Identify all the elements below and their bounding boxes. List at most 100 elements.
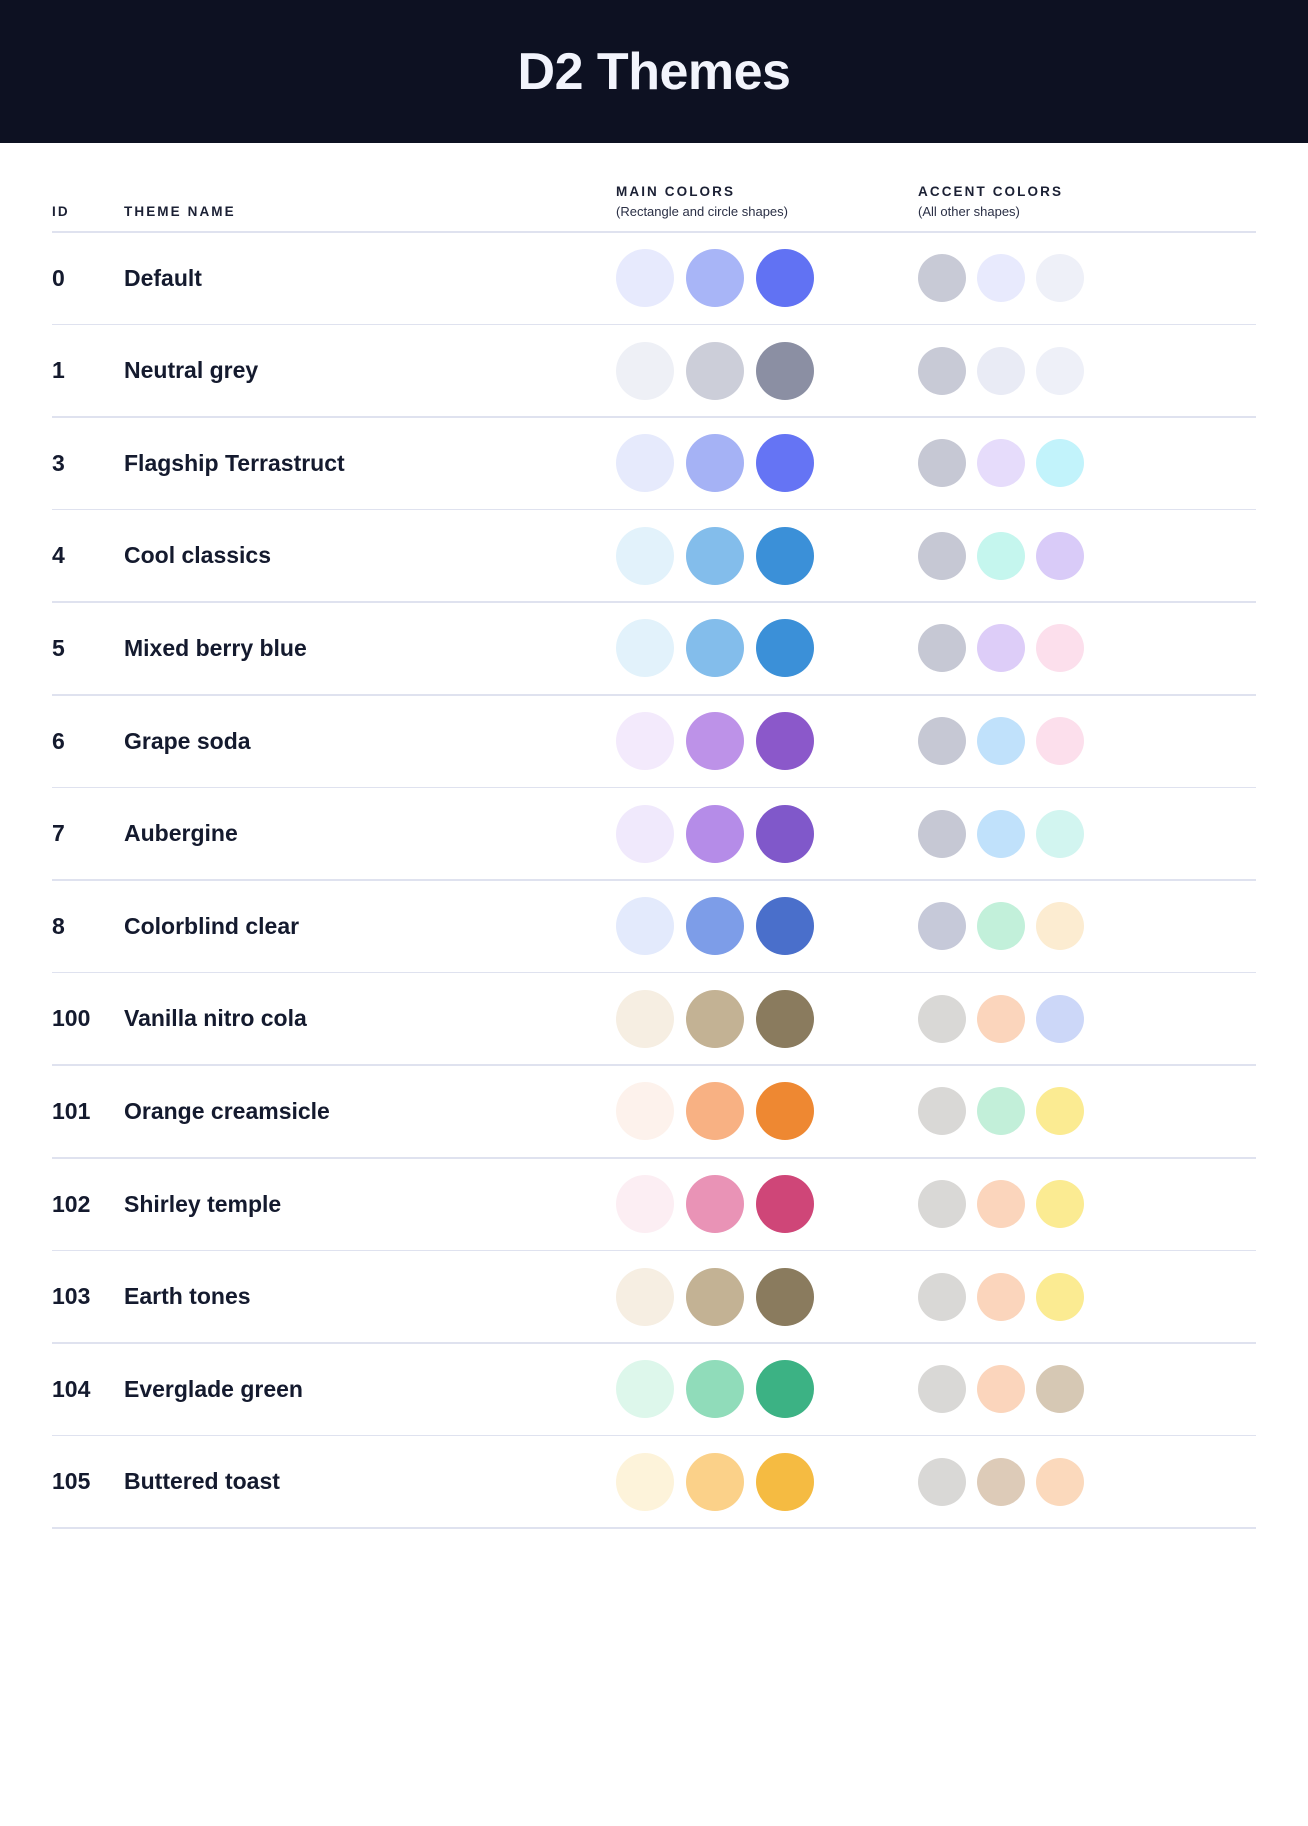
accent-color-swatches	[918, 1457, 1256, 1506]
theme-name: Default	[124, 264, 202, 291]
accent-color-swatch-3	[1036, 531, 1084, 580]
main-color-swatches	[616, 249, 918, 308]
main-color-swatch-1	[616, 804, 674, 863]
main-color-swatch-3	[756, 619, 814, 678]
theme-name: Buttered toast	[124, 1468, 280, 1495]
main-color-swatch-1	[616, 1452, 674, 1511]
row-divider	[52, 508, 1256, 511]
main-color-swatch-1	[616, 1360, 674, 1419]
accent-color-swatch-3	[1036, 1457, 1084, 1506]
table-header-row: ID THEME NAME MAIN COLORS (Rectangle and…	[52, 143, 1256, 231]
page-header: D2 Themes	[0, 0, 1308, 143]
accent-color-swatches	[918, 439, 1256, 488]
main-color-swatch-2	[686, 1267, 744, 1326]
accent-color-swatch-3	[1036, 1272, 1084, 1321]
main-color-swatch-3	[756, 1360, 814, 1419]
table-row[interactable]: 1 Neutral grey	[52, 325, 1256, 416]
accent-color-swatch-1	[918, 717, 966, 766]
row-divider	[52, 1249, 1256, 1252]
table-row[interactable]: 0 Default	[52, 233, 1256, 324]
main-color-swatch-1	[616, 434, 674, 493]
table-row[interactable]: 4 Cool classics	[52, 510, 1256, 601]
main-color-swatch-2	[686, 434, 744, 493]
accent-color-swatches	[918, 254, 1256, 303]
table-row[interactable]: 103 Earth tones	[52, 1251, 1256, 1342]
main-color-swatch-1	[616, 1267, 674, 1326]
theme-id: 0	[52, 264, 65, 291]
main-color-swatch-2	[686, 249, 744, 308]
column-header-main-colors-label: MAIN COLORS	[616, 184, 736, 199]
column-header-main-colors-sublabel: (Rectangle and circle shapes)	[616, 204, 788, 219]
row-divider	[52, 416, 1256, 418]
column-header-theme-name: THEME NAME	[124, 204, 236, 219]
column-header-accent-colors-label: ACCENT COLORS	[918, 184, 1064, 199]
accent-color-swatch-2	[977, 346, 1025, 395]
accent-color-swatch-2	[977, 1365, 1025, 1414]
table-row[interactable]: 100 Vanilla nitro cola	[52, 973, 1256, 1064]
accent-color-swatch-2	[977, 254, 1025, 303]
page-title: D2 Themes	[517, 42, 791, 101]
main-color-swatch-2	[686, 1360, 744, 1419]
table-row[interactable]: 104 Everglade green	[52, 1344, 1256, 1435]
main-color-swatch-3	[756, 804, 814, 863]
table-row[interactable]: 101 Orange creamsicle	[52, 1066, 1256, 1157]
accent-color-swatch-2	[977, 531, 1025, 580]
main-color-swatch-3	[756, 249, 814, 308]
accent-color-swatch-1	[918, 1087, 966, 1136]
accent-color-swatches	[918, 1087, 1256, 1136]
table-row[interactable]: 7 Aubergine	[52, 788, 1256, 879]
main-color-swatches	[616, 1267, 918, 1326]
main-color-swatches	[616, 526, 918, 585]
main-color-swatch-1	[616, 526, 674, 585]
row-divider	[52, 1434, 1256, 1437]
theme-name: Vanilla nitro cola	[124, 1005, 307, 1032]
theme-id: 1	[52, 357, 65, 384]
theme-name: Colorblind clear	[124, 912, 300, 939]
main-color-swatches	[616, 1082, 918, 1141]
accent-color-swatch-1	[918, 624, 966, 673]
theme-name: Orange creamsicle	[124, 1097, 330, 1124]
theme-id: 8	[52, 912, 65, 939]
main-color-swatches	[616, 989, 918, 1048]
theme-id: 102	[52, 1190, 91, 1217]
main-color-swatch-1	[616, 341, 674, 400]
column-header-accent-colors-sublabel: (All other shapes)	[918, 204, 1020, 219]
main-color-swatch-1	[616, 1175, 674, 1234]
accent-color-swatch-1	[918, 994, 966, 1043]
accent-color-swatch-3	[1036, 624, 1084, 673]
table-row[interactable]: 105 Buttered toast	[52, 1436, 1256, 1527]
row-divider	[52, 231, 1256, 233]
accent-color-swatches	[918, 624, 1256, 673]
table-row[interactable]: 3 Flagship Terrastruct	[52, 418, 1256, 509]
accent-color-swatch-2	[977, 1457, 1025, 1506]
main-color-swatches	[616, 341, 918, 400]
main-color-swatches	[616, 434, 918, 493]
main-color-swatch-2	[686, 897, 744, 956]
row-divider	[52, 1342, 1256, 1344]
table-row[interactable]: 5 Mixed berry blue	[52, 603, 1256, 694]
column-header-main-colors: MAIN COLORS (Rectangle and circle shapes…	[616, 184, 918, 219]
accent-color-swatch-1	[918, 439, 966, 488]
main-color-swatch-2	[686, 989, 744, 1048]
themes-table: ID THEME NAME MAIN COLORS (Rectangle and…	[0, 143, 1308, 1529]
table-row[interactable]: 8 Colorblind clear	[52, 881, 1256, 972]
accent-color-swatches	[918, 531, 1256, 580]
main-color-swatches	[616, 897, 918, 956]
theme-id: 103	[52, 1283, 91, 1310]
accent-color-swatch-2	[977, 1087, 1025, 1136]
main-color-swatch-3	[756, 989, 814, 1048]
main-color-swatch-3	[756, 1267, 814, 1326]
table-row[interactable]: 102 Shirley temple	[52, 1159, 1256, 1250]
main-color-swatches	[616, 1452, 918, 1511]
theme-id: 3	[52, 449, 65, 476]
table-row[interactable]: 6 Grape soda	[52, 696, 1256, 787]
main-color-swatches	[616, 712, 918, 771]
main-color-swatch-1	[616, 249, 674, 308]
main-color-swatch-1	[616, 619, 674, 678]
theme-name: Earth tones	[124, 1283, 251, 1310]
accent-color-swatch-1	[918, 531, 966, 580]
theme-id: 7	[52, 820, 65, 847]
main-color-swatch-3	[756, 526, 814, 585]
main-color-swatch-2	[686, 1452, 744, 1511]
